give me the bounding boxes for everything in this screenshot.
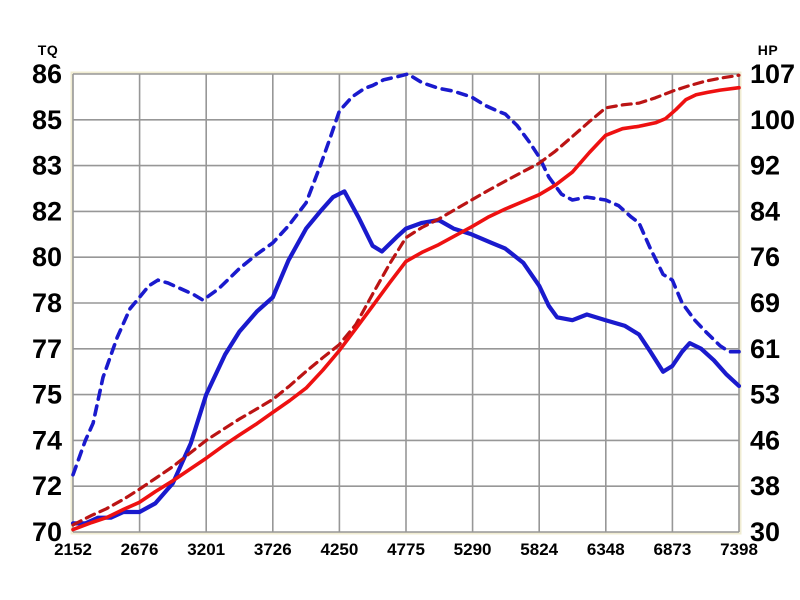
left-tick-label: 82 (32, 196, 62, 226)
x-tick-label: 2676 (121, 540, 159, 559)
left-tick-label: 86 (32, 59, 62, 89)
hp-axis-unit-label: HP (757, 42, 779, 58)
right-tick-label: 76 (750, 242, 780, 272)
x-tick-label: 6873 (653, 540, 691, 559)
left-tick-label: 75 (32, 380, 62, 410)
right-tick-label: 84 (750, 196, 780, 226)
x-tick-label: 5824 (520, 540, 558, 559)
series-torque-dashed (71, 72, 741, 477)
x-tick-label: 6348 (587, 540, 625, 559)
right-tick-label: 30 (750, 517, 780, 547)
left-tick-label: 85 (32, 105, 62, 135)
series-horsepower-solid (71, 85, 741, 532)
right-tick-label: 100 (750, 105, 795, 135)
left-tick-label: 78 (32, 288, 62, 318)
x-tick-label: 3201 (187, 540, 225, 559)
right-tick-label: 61 (750, 334, 780, 364)
left-tick-label: 72 (32, 471, 62, 501)
right-tick-label: 107 (750, 59, 795, 89)
left-tick-label: 77 (32, 334, 62, 364)
x-tick-label: 4250 (320, 540, 358, 559)
left-tick-label: 74 (32, 425, 62, 455)
right-tick-label: 53 (750, 380, 780, 410)
tq-axis-unit-label: TQ (37, 42, 59, 58)
left-tick-label: 80 (32, 242, 62, 272)
left-tick-label: 83 (32, 151, 62, 181)
x-tick-label: 4775 (387, 540, 425, 559)
right-tick-label: 69 (750, 288, 780, 318)
left-tick-label: 70 (32, 517, 62, 547)
x-tick-label: 2152 (54, 540, 92, 559)
right-tick-label: 46 (750, 425, 780, 455)
right-tick-label: 92 (750, 151, 780, 181)
x-tick-label: 3726 (254, 540, 292, 559)
x-tick-label: 7398 (720, 540, 758, 559)
series-torque-solid (70, 189, 742, 526)
series-horsepower-dashed (71, 73, 741, 527)
x-tick-label: 5290 (454, 540, 492, 559)
right-tick-label: 38 (750, 471, 780, 501)
